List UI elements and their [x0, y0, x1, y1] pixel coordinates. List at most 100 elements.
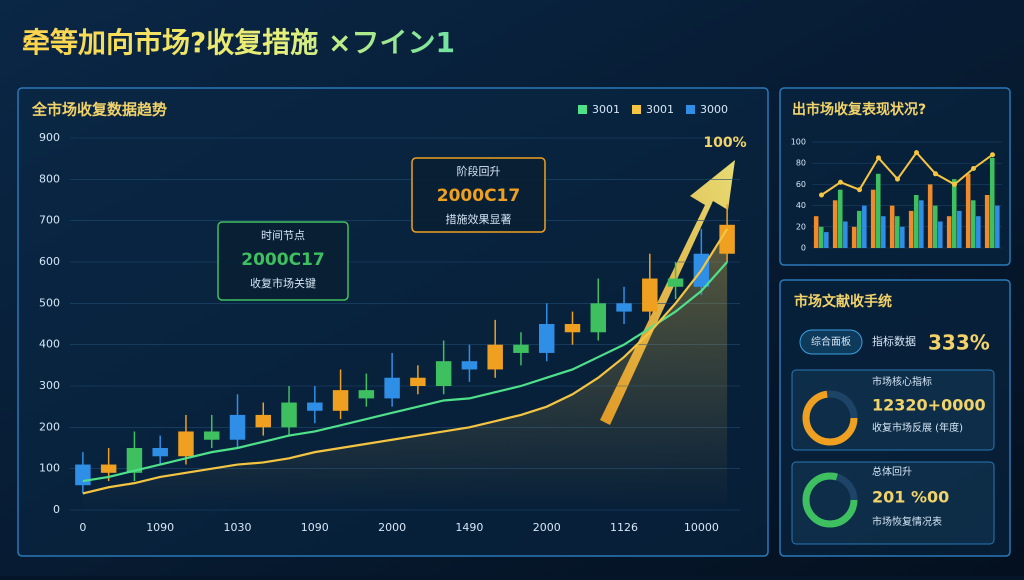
- card-value: 12320+0000: [872, 396, 986, 415]
- y-tick-label: 80: [796, 159, 806, 168]
- side-chart: 0 20 40 60 80 100: [791, 138, 1002, 253]
- bar: [957, 210, 962, 248]
- card-title: 市场核心指标: [872, 375, 932, 388]
- annotation-box: [411, 157, 546, 233]
- bar: [976, 216, 981, 248]
- y-tick-label: 800: [39, 172, 60, 185]
- bar: [851, 226, 857, 248]
- x-tick-label: 10000: [684, 521, 719, 534]
- x-tick-label: 1090: [146, 521, 174, 534]
- card-caption: 市场恢复情况表: [872, 515, 942, 528]
- bar: [837, 189, 843, 248]
- peak-label: 100%: [703, 135, 746, 151]
- x-tick-label: 2000: [378, 521, 406, 534]
- bar: [927, 184, 933, 248]
- bar: [870, 189, 876, 248]
- line: [820, 151, 994, 196]
- bar: [938, 221, 943, 248]
- y-tick-label: 300: [39, 379, 60, 392]
- candle-body: [513, 344, 529, 353]
- candle-body: [719, 224, 735, 254]
- candle-body: [281, 402, 297, 428]
- bar: [818, 226, 824, 248]
- annotation-text: 收复市场关键: [250, 276, 316, 290]
- line-point: [876, 155, 881, 161]
- bar: [889, 205, 895, 248]
- candle-body: [410, 377, 426, 386]
- annotation-box: [217, 221, 349, 301]
- y-tick-label: 900: [39, 131, 60, 144]
- candle-body: [332, 390, 349, 411]
- bar: [995, 205, 1000, 248]
- line-point: [952, 181, 957, 187]
- y-tick-label: 20: [796, 222, 806, 231]
- line-point: [933, 171, 938, 177]
- line: [82, 228, 729, 495]
- line-point: [838, 179, 843, 185]
- y-tick-label: 0: [801, 244, 806, 253]
- stat-label: 指标数据: [872, 334, 916, 348]
- bar: [932, 205, 938, 248]
- candle-body: [229, 414, 246, 440]
- card-value: 201 %00: [872, 488, 949, 507]
- line-point: [895, 176, 900, 182]
- candle-body: [564, 324, 581, 333]
- bar: [894, 216, 900, 248]
- y-tick-label: 700: [39, 214, 60, 227]
- candle-body: [204, 431, 220, 440]
- legend-swatch: [632, 105, 641, 114]
- x-tick-label: 1030: [224, 521, 252, 534]
- area-fill: [82, 228, 728, 510]
- candle-body: [178, 431, 194, 457]
- y-tick-label: 400: [39, 338, 60, 351]
- ring: [802, 390, 858, 446]
- candle-body: [487, 344, 503, 370]
- line-point: [819, 192, 824, 198]
- y-tick-label: 40: [796, 201, 806, 210]
- annotation-text: 措施效果显著: [446, 212, 512, 226]
- line-point: [857, 187, 862, 193]
- bar: [832, 200, 838, 248]
- bar: [951, 179, 957, 248]
- bar: [900, 226, 905, 248]
- legend-swatch: [686, 105, 695, 114]
- bar: [843, 221, 848, 248]
- candle-body: [642, 278, 658, 312]
- main-chart: 0 100 200 300 400 500 600 700 800 900 0 1090 1030 109…: [39, 103, 747, 534]
- candle-body: [75, 464, 91, 486]
- candle-body: [539, 324, 555, 353]
- annotation-value: 2000C17: [241, 250, 324, 270]
- legend-label: 3000: [700, 103, 728, 116]
- button-label[interactable]: 综合面板: [811, 335, 851, 348]
- card-title: 总体回升: [872, 465, 912, 478]
- candle-body: [152, 448, 168, 457]
- side-chart-title: 出市场收复表现状况?: [792, 101, 926, 118]
- candle-body: [461, 361, 478, 370]
- y-tick-label: 600: [39, 255, 60, 268]
- candle-body: [384, 377, 400, 399]
- candle-body: [100, 464, 117, 473]
- x-tick-label: 0: [79, 521, 86, 534]
- annotation-title: 阶段回升: [457, 164, 501, 178]
- bar: [965, 173, 971, 248]
- bar: [875, 173, 881, 248]
- candle-body: [255, 414, 271, 428]
- legend-label: 3001: [592, 103, 620, 116]
- bar: [919, 200, 924, 248]
- bar: [813, 216, 819, 248]
- x-tick-label: 1490: [455, 521, 483, 534]
- page-title: 牵等加向市场?收复措施 ×フイン1: [22, 26, 455, 59]
- bar: [984, 195, 990, 248]
- stats-title: 市场文献收手统: [794, 293, 892, 310]
- candle-body: [307, 402, 323, 411]
- legend-label: 3001: [646, 103, 674, 116]
- bar: [989, 157, 995, 248]
- panel-button[interactable]: [799, 329, 863, 355]
- x-tick-label: 1126: [610, 521, 638, 534]
- y-tick-label: 100: [791, 138, 806, 147]
- line-point: [971, 166, 976, 171]
- bar: [856, 210, 862, 248]
- candle-body: [590, 303, 606, 333]
